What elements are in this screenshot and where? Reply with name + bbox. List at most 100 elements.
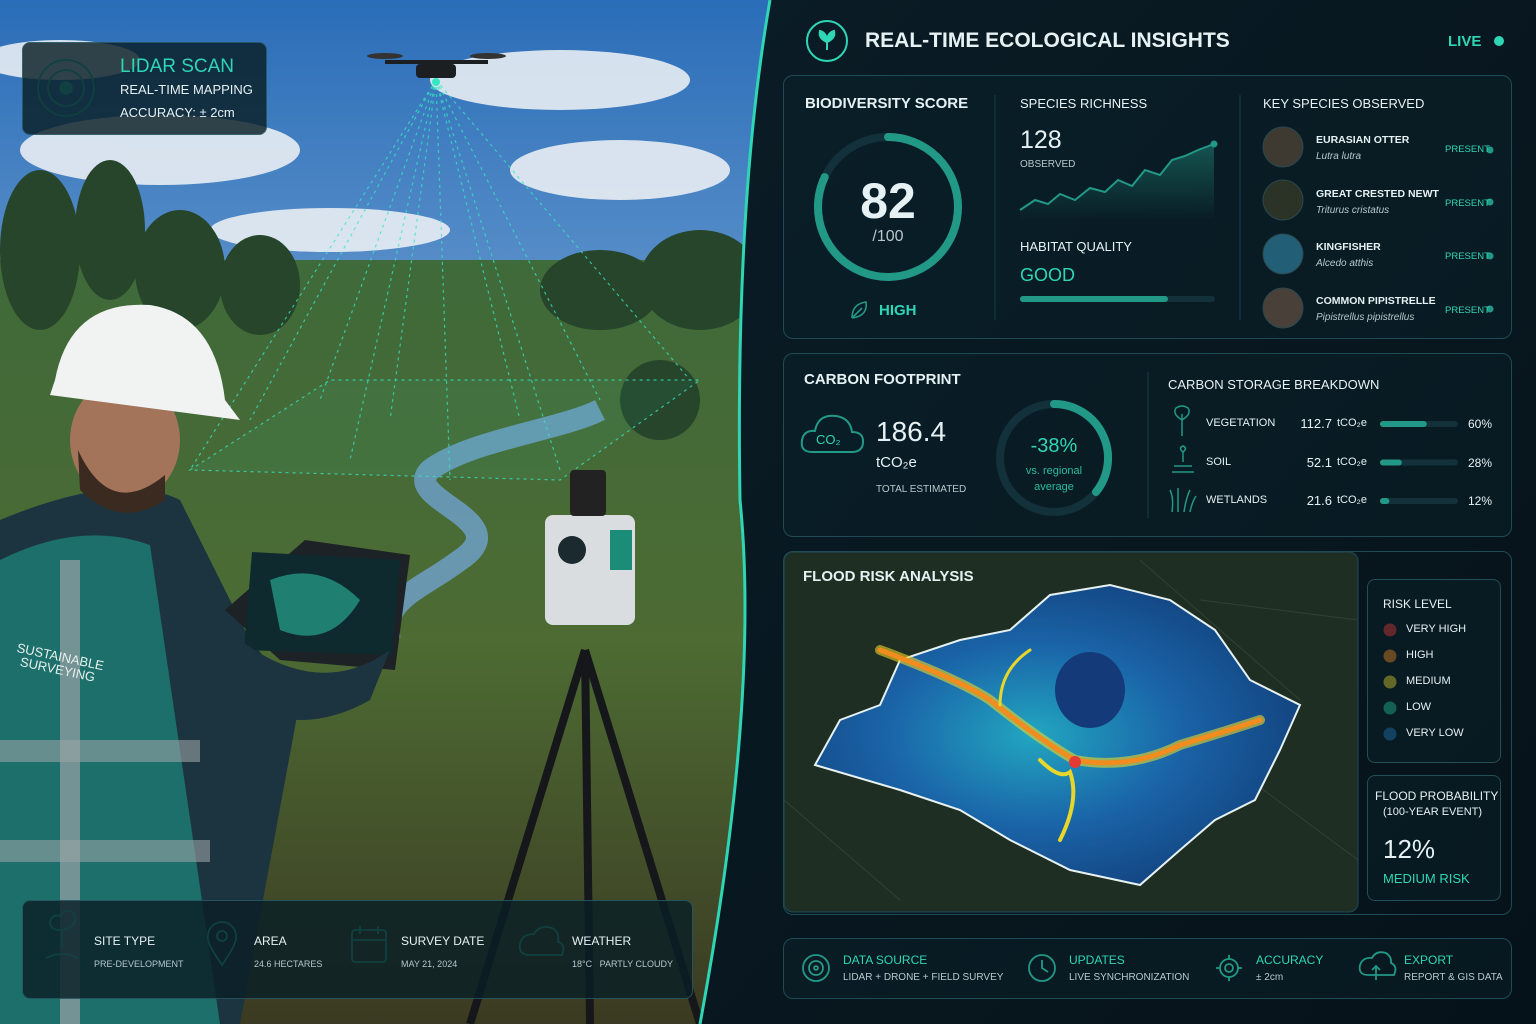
footer-value: LIDAR + DRONE + FIELD SURVEY bbox=[843, 972, 1004, 983]
breakdown-share: 60% bbox=[1468, 417, 1493, 431]
species-status: PRESENT bbox=[1445, 144, 1490, 155]
species-name: COMMON PIPISTRELLE bbox=[1316, 294, 1436, 307]
breakdown-name: VEGETATION bbox=[1206, 417, 1276, 429]
species-latin: Lutra lutra bbox=[1316, 151, 1362, 162]
leaf-icon bbox=[851, 301, 868, 319]
live-dot bbox=[1494, 36, 1504, 46]
species-name: KINGFISHER bbox=[1316, 241, 1381, 253]
footer-label: EXPORT bbox=[1404, 953, 1454, 967]
probability-risk: MEDIUM RISK bbox=[1383, 871, 1470, 886]
flood-panel bbox=[783, 551, 1512, 915]
richness-value: 128 bbox=[1020, 126, 1062, 154]
site-label: WEATHER bbox=[572, 934, 632, 948]
footer-label: UPDATES bbox=[1069, 953, 1125, 967]
species-latin: Alcedo atthis bbox=[1316, 258, 1374, 269]
species-avatars bbox=[1262, 126, 1494, 329]
share-bar bbox=[1380, 498, 1390, 504]
site-value: MAY 21, 2024 bbox=[401, 959, 458, 969]
lidar-beams bbox=[188, 79, 702, 481]
carbon-unit: tCO₂e bbox=[876, 454, 917, 471]
breakdown-unit: tCO₂e bbox=[1337, 417, 1367, 429]
flood-map bbox=[784, 552, 1358, 912]
carbon-change: -38% bbox=[1030, 435, 1078, 457]
flood-title: FLOOD RISK ANALYSIS bbox=[803, 568, 974, 585]
species-latin: Pipistrellus pipistrellus bbox=[1316, 311, 1415, 323]
site-value: 24.6 HECTARES bbox=[254, 959, 323, 969]
footer-label: ACCURACY bbox=[1256, 953, 1324, 967]
surveyor bbox=[0, 304, 410, 1024]
footer-bar bbox=[783, 938, 1512, 999]
probability-title: FLOOD PROBABILITY bbox=[1375, 789, 1499, 803]
site-value: 18°C PARTLY CLOUDY bbox=[572, 959, 673, 969]
biodiversity-title: BIODIVERSITY SCORE bbox=[805, 95, 969, 112]
breakdown-icons bbox=[1169, 405, 1197, 513]
species-status: PRESENT bbox=[1445, 251, 1490, 262]
risk-level: MEDIUM bbox=[1406, 675, 1451, 687]
drone bbox=[367, 53, 506, 86]
carbon-panel bbox=[783, 353, 1512, 537]
co2-icon-text: CO₂ bbox=[816, 432, 841, 447]
breakdown-title: CARBON STORAGE BREAKDOWN bbox=[1168, 377, 1380, 392]
live-status: LIVE bbox=[1448, 33, 1482, 50]
species-name: EURASIAN OTTER bbox=[1316, 134, 1410, 146]
site-label: SITE TYPE bbox=[94, 934, 156, 948]
richness-note: OBSERVED bbox=[1020, 159, 1076, 170]
species-status: PRESENT bbox=[1445, 304, 1490, 316]
carbon-note: TOTAL ESTIMATED bbox=[876, 484, 967, 495]
breakdown-unit: tCO₂e bbox=[1337, 494, 1367, 506]
lidar-subtitle: REAL-TIME MAPPING bbox=[120, 82, 253, 97]
share-bars bbox=[1380, 421, 1458, 504]
site-value: PRE-DEVELOPMENT bbox=[94, 959, 184, 969]
species-title: KEY SPECIES OBSERVED bbox=[1263, 96, 1425, 111]
share-bar bbox=[1380, 421, 1427, 427]
probability-value: 12% bbox=[1383, 834, 1436, 864]
carbon-change-note: vs. regional average bbox=[1025, 465, 1083, 493]
risk-level: VERY LOW bbox=[1406, 727, 1464, 739]
breakdown-value: 21.6 bbox=[1306, 493, 1332, 508]
cloud-icon bbox=[800, 414, 865, 453]
score-value: 82 bbox=[860, 173, 916, 229]
sparkline bbox=[1019, 143, 1215, 211]
footer-label: DATA SOURCE bbox=[843, 953, 928, 967]
footer-value: LIVE SYNCHRONIZATION bbox=[1069, 972, 1190, 983]
breakdown-name: SOIL bbox=[1206, 455, 1232, 468]
header-icon bbox=[806, 20, 848, 62]
lidar-title: LIDAR SCAN bbox=[120, 56, 235, 77]
lidar-accuracy: ACCURACY: ± 2cm bbox=[120, 105, 235, 120]
site-info-card bbox=[22, 900, 693, 999]
insights-panel bbox=[783, 75, 1512, 339]
leaf-icon bbox=[818, 29, 836, 50]
species-latin: Triturus cristatus bbox=[1316, 204, 1390, 216]
score-ring bbox=[814, 133, 962, 281]
share-track bbox=[1380, 498, 1458, 504]
breakdown-share: 12% bbox=[1468, 494, 1493, 508]
carbon-value: 186.4 bbox=[876, 416, 947, 447]
map-frame bbox=[783, 551, 1359, 913]
probability-note: (100-YEAR EVENT) bbox=[1383, 806, 1483, 818]
habitat-bar bbox=[1020, 296, 1168, 302]
score-max: /100 bbox=[872, 228, 904, 245]
risk-level: VERY HIGH bbox=[1406, 623, 1467, 635]
site-label: SURVEY DATE bbox=[401, 934, 485, 948]
breakdown-name: WETLANDS bbox=[1206, 494, 1268, 506]
divider bbox=[698, 0, 772, 1024]
habitat-value: GOOD bbox=[1020, 265, 1076, 285]
probability-card bbox=[1367, 775, 1501, 901]
breakdown-value: 52.1 bbox=[1306, 454, 1332, 470]
breakdown-share: 28% bbox=[1468, 455, 1493, 470]
risk-legend bbox=[1367, 579, 1501, 763]
dashboard-title: REAL-TIME ECOLOGICAL INSIGHTS bbox=[865, 29, 1230, 52]
sparkline-dot bbox=[1210, 140, 1218, 148]
legend-title: RISK LEVEL bbox=[1383, 597, 1452, 611]
breakdown-unit: tCO₂e bbox=[1337, 455, 1367, 468]
species-status: PRESENT bbox=[1445, 197, 1490, 209]
footer-value: ± 2cm bbox=[1256, 972, 1284, 983]
species-name: GREAT CRESTED NEWT bbox=[1316, 187, 1439, 200]
share-bar bbox=[1380, 459, 1402, 466]
risk-level: HIGH bbox=[1406, 649, 1434, 661]
footer-value: REPORT & GIS DATA bbox=[1404, 972, 1503, 983]
tree-line bbox=[0, 160, 760, 440]
